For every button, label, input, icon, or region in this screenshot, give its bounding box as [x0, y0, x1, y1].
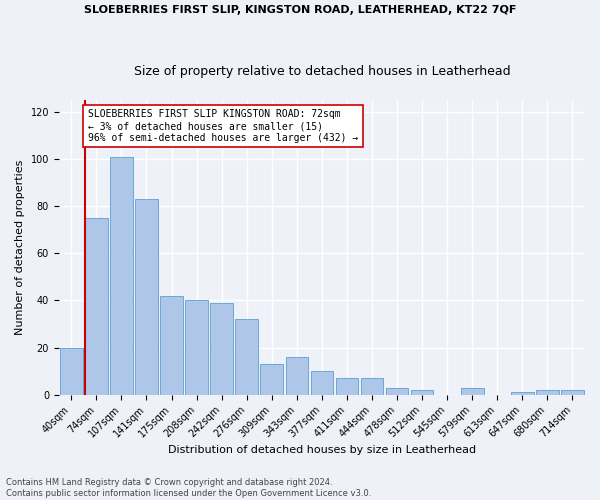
Bar — [335, 378, 358, 395]
Bar — [185, 300, 208, 395]
Bar — [461, 388, 484, 395]
Text: Contains HM Land Registry data © Crown copyright and database right 2024.
Contai: Contains HM Land Registry data © Crown c… — [6, 478, 371, 498]
Bar — [536, 390, 559, 395]
Bar — [211, 303, 233, 395]
Bar — [361, 378, 383, 395]
X-axis label: Distribution of detached houses by size in Leatherhead: Distribution of detached houses by size … — [168, 445, 476, 455]
Title: Size of property relative to detached houses in Leatherhead: Size of property relative to detached ho… — [134, 65, 510, 78]
Text: SLOEBERRIES FIRST SLIP, KINGSTON ROAD, LEATHERHEAD, KT22 7QF: SLOEBERRIES FIRST SLIP, KINGSTON ROAD, L… — [84, 5, 516, 15]
Bar — [160, 296, 183, 395]
Bar — [311, 371, 333, 395]
Y-axis label: Number of detached properties: Number of detached properties — [15, 160, 25, 335]
Bar — [85, 218, 107, 395]
Bar — [260, 364, 283, 395]
Bar — [286, 357, 308, 395]
Bar — [411, 390, 433, 395]
Bar — [386, 388, 409, 395]
Bar — [561, 390, 584, 395]
Bar — [60, 348, 83, 395]
Bar — [135, 199, 158, 395]
Text: SLOEBERRIES FIRST SLIP KINGSTON ROAD: 72sqm
← 3% of detached houses are smaller : SLOEBERRIES FIRST SLIP KINGSTON ROAD: 72… — [88, 110, 358, 142]
Bar — [235, 320, 258, 395]
Bar — [511, 392, 533, 395]
Bar — [110, 156, 133, 395]
